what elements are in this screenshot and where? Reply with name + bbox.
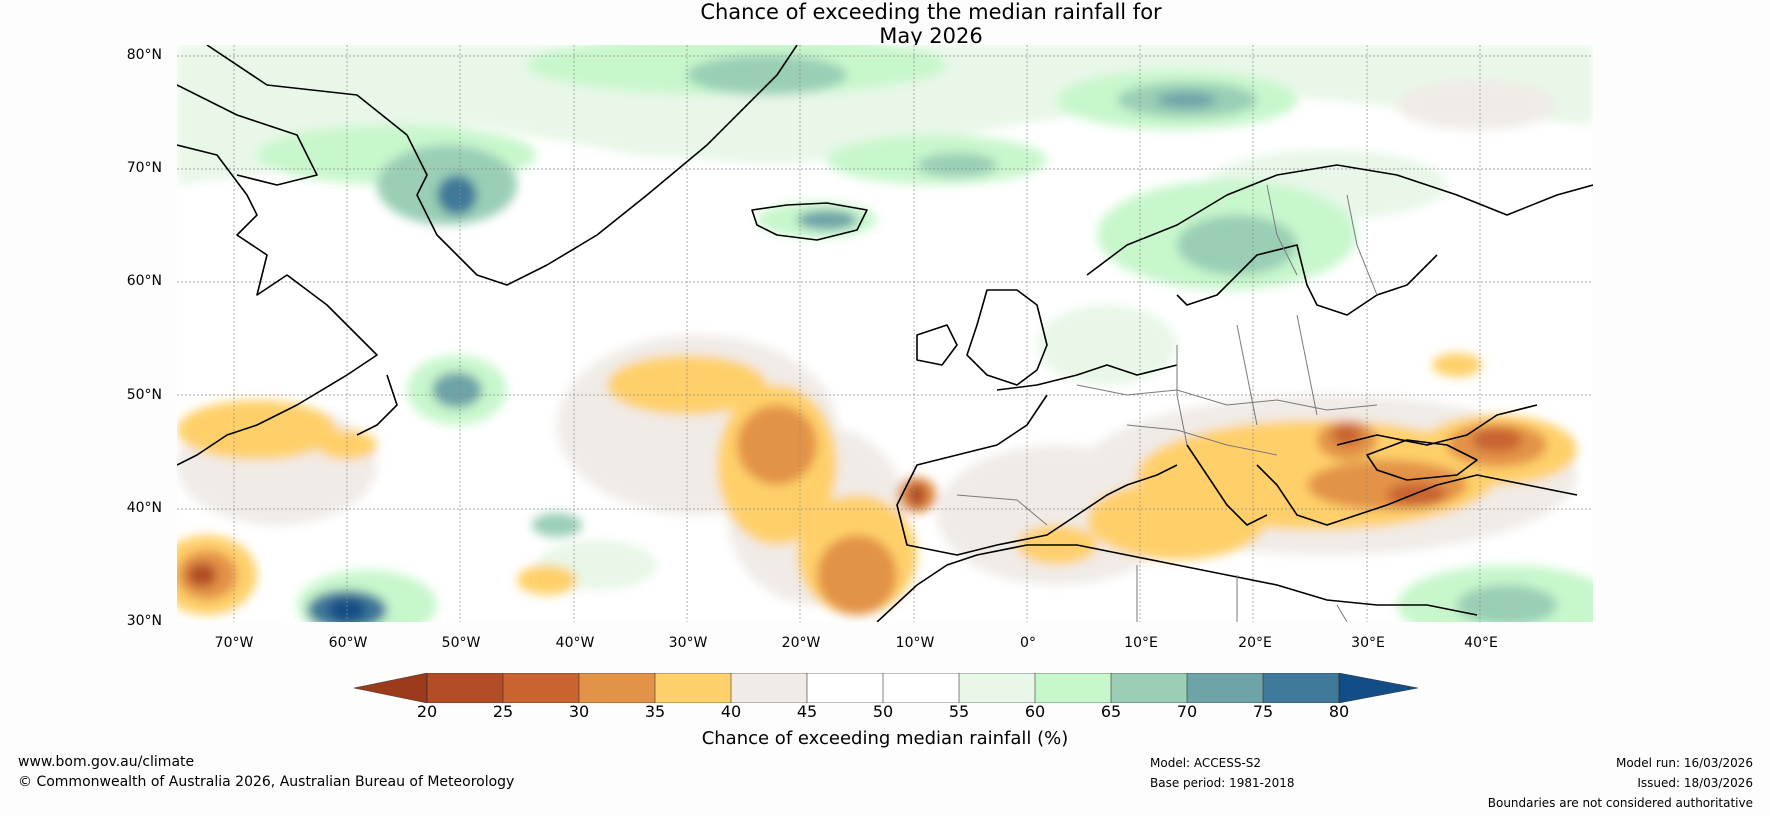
colorbar-segment-55-60 (959, 673, 1035, 703)
lon-label-0: 0° (1020, 635, 1036, 651)
lon-label-10w: 10°W (895, 635, 935, 651)
colorbar-tick-40: 40 (720, 702, 742, 721)
colorbar-segment-50-55 (883, 673, 959, 703)
lat-label-60n: 60°N (126, 273, 162, 289)
colorbar-segment-75-80 (1263, 673, 1339, 703)
lat-label-70n: 70°N (126, 160, 162, 176)
lon-label-70w: 70°W (214, 635, 254, 651)
title-line-2: May 2026 (879, 24, 983, 48)
lon-label-40w: 40°W (555, 635, 595, 651)
lon-label-50w: 50°W (441, 635, 481, 651)
map-title: Chance of exceeding the median rainfall … (0, 0, 1770, 48)
colorbar-tick-35: 35 (644, 702, 666, 721)
lon-label-30w: 30°W (668, 635, 708, 651)
disclaimer-text: Boundaries are not considered authoritat… (1487, 796, 1753, 810)
lon-label-60w: 60°W (328, 635, 368, 651)
lat-label-30n: 30°N (126, 613, 162, 629)
colorbar-segment-60-65 (1035, 673, 1111, 703)
model-text: Model: ACCESS-S2 (1150, 756, 1262, 770)
copyright-text: © Commonwealth of Australia 2026, Austra… (18, 774, 515, 790)
lon-label-30e: 30°E (1351, 635, 1385, 651)
lat-label-50n: 50°N (126, 387, 162, 403)
colorbar-tick-50: 50 (872, 702, 894, 721)
colorbar-tick-65: 65 (1100, 702, 1122, 721)
lon-label-20w: 20°W (781, 635, 821, 651)
colorbar-tick-55: 55 (948, 702, 970, 721)
colorbar-segment-below-20 (354, 673, 428, 703)
website-link[interactable]: www.bom.gov.au/climate (18, 754, 195, 770)
colorbar-title: Chance of exceeding median rainfall (%) (701, 728, 1069, 749)
colorbar-tick-80: 80 (1328, 702, 1350, 721)
colorbar-tick-20: 20 (416, 702, 438, 721)
colorbar-segment-70-75 (1187, 673, 1263, 703)
colorbar-tick-25: 25 (492, 702, 514, 721)
issued-text: Issued: 18/03/2026 (1637, 776, 1753, 790)
lat-label-40n: 40°N (126, 500, 162, 516)
rainfall-map (177, 45, 1593, 622)
colorbar-segment-20-25 (427, 673, 503, 703)
lon-label-10e: 10°E (1124, 635, 1158, 651)
lon-label-40e: 40°E (1464, 635, 1498, 651)
colorbar-segment-40-45 (731, 673, 807, 703)
colorbar-segment-25-30 (503, 673, 579, 703)
colorbar-tick-70: 70 (1176, 702, 1198, 721)
lon-label-20e: 20°E (1238, 635, 1272, 651)
colorbar-segment-35-40 (655, 673, 731, 703)
colorbar-segment-above-80 (1338, 673, 1418, 703)
title-line-1: Chance of exceeding the median rainfall … (700, 0, 1162, 24)
colorbar-segment-45-50 (807, 673, 883, 703)
colorbar-segment-30-35 (579, 673, 655, 703)
colorbar (354, 673, 1418, 703)
colorbar-tick-30: 30 (568, 702, 590, 721)
lat-label-80n: 80°N (126, 47, 162, 63)
model-run-text: Model run: 16/03/2026 (1615, 756, 1753, 770)
map-canvas (177, 45, 1593, 622)
colorbar-tick-60: 60 (1024, 702, 1046, 721)
base-period-text: Base period: 1981-2018 (1150, 776, 1295, 790)
colorbar-tick-75: 75 (1252, 702, 1274, 721)
colorbar-tick-45: 45 (796, 702, 818, 721)
colorbar-segment-65-70 (1111, 673, 1187, 703)
